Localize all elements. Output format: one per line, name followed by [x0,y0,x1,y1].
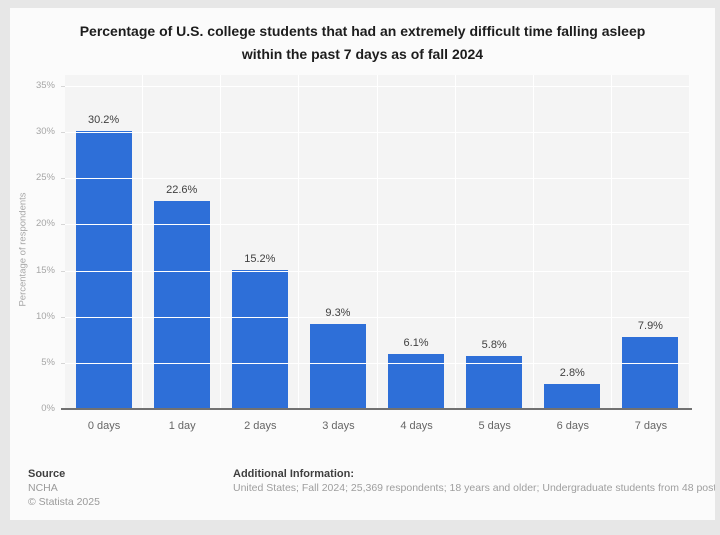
y-tick-label-15%: 15% [35,265,55,276]
gridline-35% [65,86,689,87]
x-label-3-days: 3 days [322,420,355,432]
gridline-25% [65,178,689,179]
x-label-7-days: 7 days [634,420,668,432]
x-label-4-days: 4 days [400,420,433,432]
y-tick-label-0%: 0% [41,403,55,414]
footer-additional-block: Additional Information: United States; F… [233,467,715,495]
bar-slot-4-days: 6.1% [376,75,455,410]
bar-5-days [466,356,523,410]
bar-value-label-7-days: 7.9% [637,320,663,332]
bar-slot-7-days: 7.9% [610,75,689,410]
bar-slot-0-days: 30.2% [65,75,142,410]
bar-value-label-3-days: 9.3% [325,307,351,319]
bar-slot-6-days: 2.8% [532,75,611,410]
x-axis-labels: 0 days 1 day 2 days 3 days 4 days 5 days 6 day… [65,416,690,432]
x-label-1-day: 1 day [168,420,196,432]
y-tick-mark-30% [61,132,68,133]
gridline-15% [65,271,689,272]
y-tick-label-5%: 5% [41,357,55,368]
y-tick-label-10%: 10% [35,311,55,322]
bar-slot-1-day: 22.6% [142,75,220,410]
bar-6-days [544,384,601,410]
x-axis-line [61,408,692,410]
chart-title-line-1: Percentage of U.S. college students that… [79,23,646,39]
bar-series: 30.2% 22.6% 15.2% 9.3% 6.1% 5.8% 2.8% 7.9% [65,75,689,410]
gridline-10% [65,317,689,318]
y-tick-mark-35% [61,86,68,87]
bar-slot-3-days: 9.3% [298,75,376,410]
footer-source-block: Source NCHA © Statista 2025 [28,467,100,509]
y-tick-mark-25% [61,178,68,179]
gridline-20% [65,224,689,225]
y-tick-label-35%: 35% [35,80,55,91]
bar-value-label-1-day: 22.6% [166,184,198,196]
x-label-2-days: 2 days [244,420,277,432]
source-value: NCHA [28,482,58,494]
bar-slot-5-days: 5.8% [454,75,533,410]
additional-information-label: Additional Information: [233,468,354,480]
y-tick-mark-10% [61,317,68,318]
y-tick-mark-15% [61,271,68,272]
bar-7-days [622,337,679,410]
bar-value-label-6-days: 2.8% [559,367,585,379]
bar-3-days [309,324,366,410]
chart-title: Percentage of U.S. college students that… [10,20,715,66]
bar-slot-2-days: 15.2% [220,75,298,410]
copyright-notice: © Statista 2025 [28,496,100,508]
x-label-5-days: 5 days [478,420,511,432]
additional-information-text: United States; Fall 2024; 25,369 respond… [233,482,715,494]
bar-value-label-2-days: 15.2% [244,253,276,265]
x-label-0-days: 0 days [87,420,121,432]
bar-1-day [153,201,210,410]
source-label: Source [28,468,66,480]
gridline-30% [65,132,689,133]
chart-title-line-2: within the past 7 days as of fall 2024 [241,46,484,62]
bar-value-label-0-days: 30.2% [87,114,120,126]
y-tick-mark-20% [61,224,68,225]
x-label-6-days: 6 days [556,420,590,432]
y-tick-label-20%: 20% [35,218,55,229]
plot-area: 30.2% 22.6% 15.2% 9.3% 6.1% 5.8% 2.8% 7.9% [65,75,690,410]
y-axis-ticks: 0% 5% 10% 15% 20% 25% 30% 35% [10,75,698,414]
bar-value-label-5-days: 5.8% [481,339,507,351]
y-tick-label-25%: 25% [35,172,55,183]
bar-2-days [231,270,288,410]
chart-card: Percentage of U.S. college students that… [10,8,715,520]
y-tick-label-30%: 30% [35,126,55,137]
gridline-5% [65,363,689,364]
bar-value-label-4-days: 6.1% [403,337,429,349]
y-tick-mark-5% [61,363,68,364]
